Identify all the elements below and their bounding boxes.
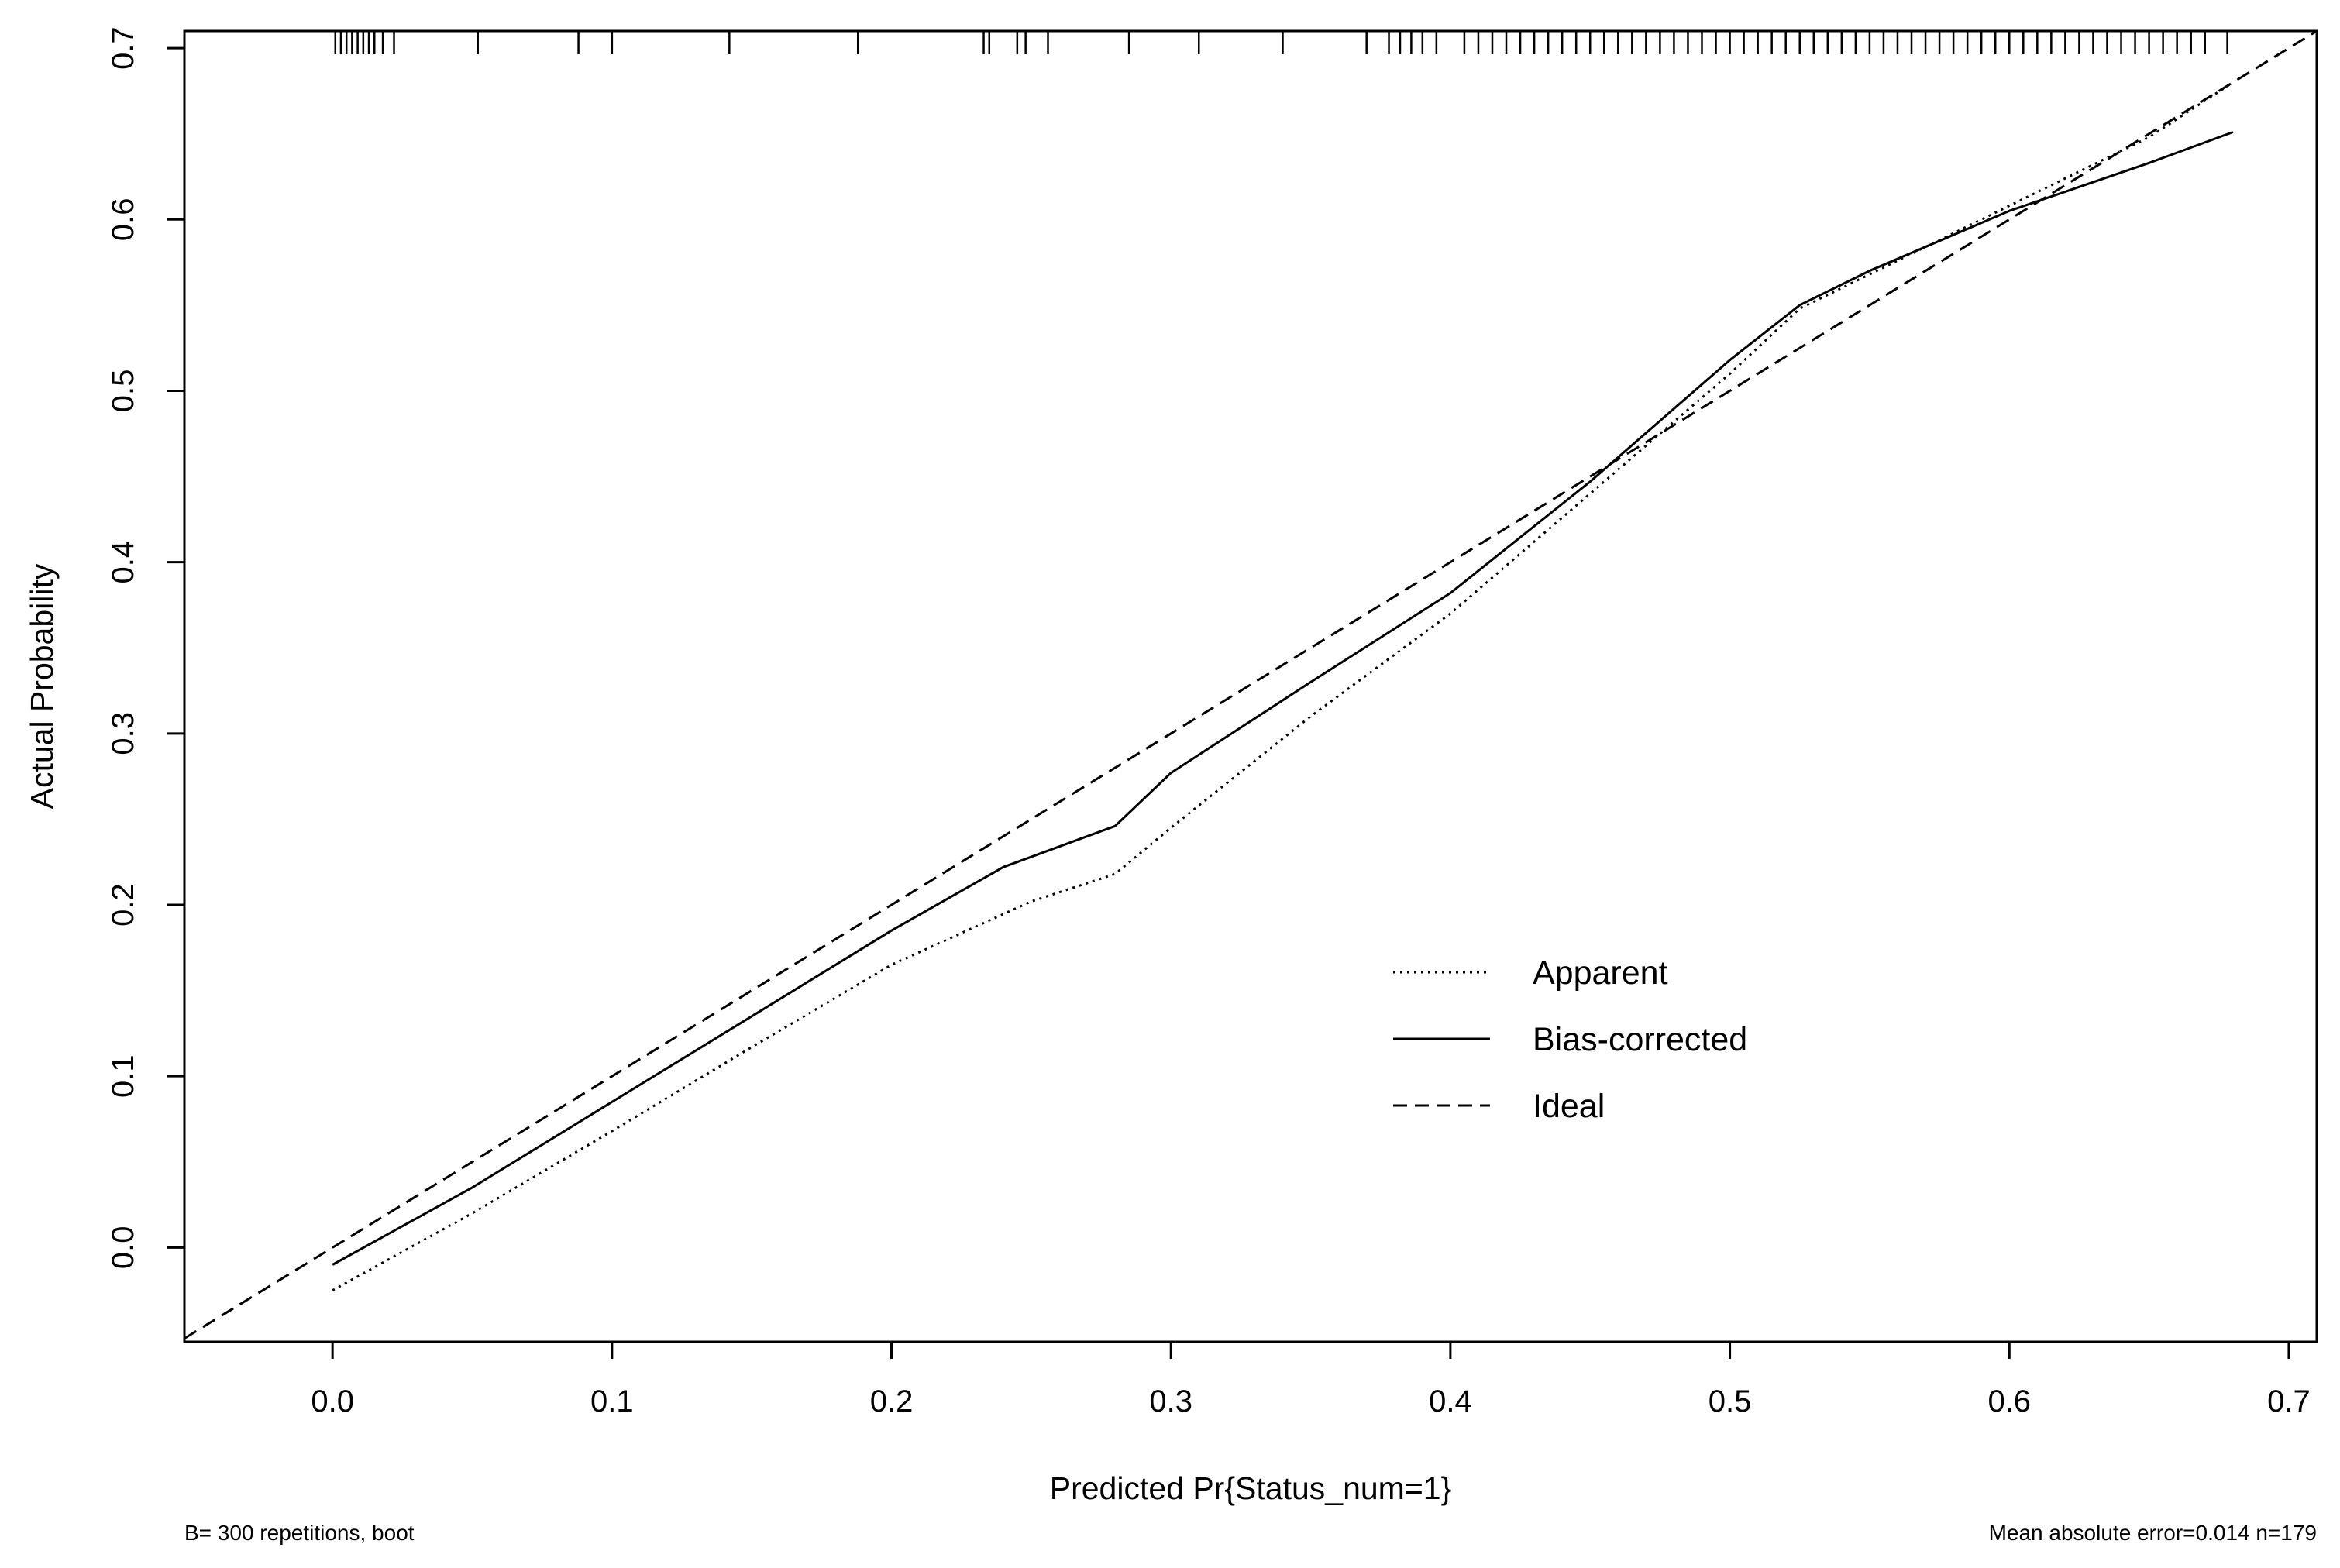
x-tick-label-4: 0.4 <box>1429 1384 1472 1418</box>
x-tick-label-1: 0.1 <box>590 1384 634 1418</box>
y-tick-label-5: 0.5 <box>106 370 140 413</box>
y-tick-label-7: 0.7 <box>106 26 140 70</box>
y-tick-label-4: 0.4 <box>106 541 140 584</box>
y-axis: 0.0 0.1 0.2 0.3 0.4 0.5 0.6 0.7 <box>106 26 184 1269</box>
y-tick-label-2: 0.2 <box>106 883 140 927</box>
series-line-ideal <box>184 29 2318 1339</box>
x-tick-label-5: 0.5 <box>1709 1384 1752 1418</box>
legend-label-bias-corrected: Bias-corrected <box>1533 1021 1747 1058</box>
x-axis: 0.0 0.1 0.2 0.3 0.4 0.5 0.6 0.7 <box>311 1342 2311 1418</box>
legend-label-ideal: Ideal <box>1533 1088 1605 1125</box>
legend-label-apparent: Apparent <box>1533 954 1668 992</box>
rug-marks <box>334 31 2228 54</box>
x-tick-label-6: 0.6 <box>1987 1384 2031 1418</box>
x-axis-title: Predicted Pr{Status_num=1} <box>1050 1470 1452 1506</box>
y-tick-label-3: 0.3 <box>106 712 140 755</box>
series-lines <box>184 29 2318 1339</box>
series-line-bias-corrected <box>332 131 2234 1266</box>
x-tick-label-3: 0.3 <box>1149 1384 1192 1418</box>
y-tick-label-0: 0.0 <box>106 1226 140 1270</box>
x-tick-label-7: 0.7 <box>2267 1384 2311 1418</box>
series-line-apparent <box>332 81 2234 1291</box>
y-tick-label-6: 0.6 <box>106 198 140 241</box>
footer-left-note: B= 300 repetitions, boot <box>184 1521 415 1545</box>
y-axis-title: Actual Probability <box>24 563 60 809</box>
x-tick-label-2: 0.2 <box>870 1384 914 1418</box>
plot-frame <box>183 29 2318 1343</box>
x-tick-label-0: 0.0 <box>311 1384 354 1418</box>
legend: Apparent Bias-corrected Ideal <box>1393 954 1747 1125</box>
y-tick-label-1: 0.1 <box>106 1054 140 1098</box>
footer-right-note: Mean absolute error=0.014 n=179 <box>1989 1521 2317 1545</box>
